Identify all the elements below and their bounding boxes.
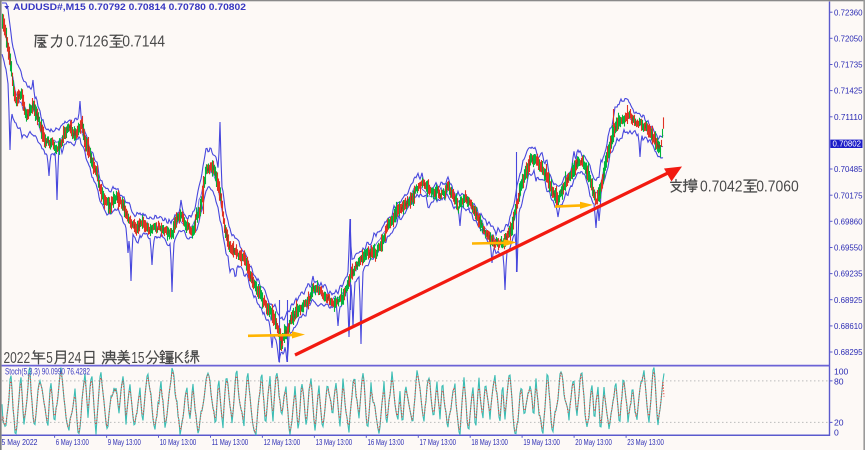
svg-text:0.7042: 0.7042 <box>700 178 743 195</box>
svg-text:0.69550: 0.69550 <box>834 243 863 253</box>
svg-text:Stoch(5,3,3) 90.0990 76.4282: Stoch(5,3,3) 90.0990 76.4282 <box>5 366 90 376</box>
svg-text:0.70802: 0.70802 <box>833 139 862 149</box>
svg-text:9 May 13:00: 9 May 13:00 <box>108 437 141 447</box>
svg-text:0.70485: 0.70485 <box>834 164 863 174</box>
svg-text:19 May 13:00: 19 May 13:00 <box>523 437 560 447</box>
svg-text:0.72360: 0.72360 <box>834 7 863 17</box>
svg-text:0.71425: 0.71425 <box>834 86 863 96</box>
svg-text:5: 5 <box>46 350 53 367</box>
svg-text:80: 80 <box>834 377 844 387</box>
svg-text:10 May 13:00: 10 May 13:00 <box>160 437 197 447</box>
svg-text:0.68610: 0.68610 <box>834 321 863 331</box>
svg-text:K: K <box>174 350 185 367</box>
svg-text:100: 100 <box>834 367 849 377</box>
svg-text:0.71110: 0.71110 <box>834 112 863 122</box>
svg-text:0.71735: 0.71735 <box>834 60 863 70</box>
svg-text:12 May 13:00: 12 May 13:00 <box>264 437 301 447</box>
svg-text:6 May 13:00: 6 May 13:00 <box>56 437 89 447</box>
svg-text:23 May 13:00: 23 May 13:00 <box>627 437 664 447</box>
svg-text:18 May 13:00: 18 May 13:00 <box>471 437 508 447</box>
svg-text:2022: 2022 <box>4 350 31 367</box>
svg-text:0.7126: 0.7126 <box>66 34 109 51</box>
svg-text:13 May 13:00: 13 May 13:00 <box>316 437 353 447</box>
svg-text:20 May 13:00: 20 May 13:00 <box>575 437 612 447</box>
svg-text:16 May 13:00: 16 May 13:00 <box>368 437 405 447</box>
svg-text:20: 20 <box>834 418 844 428</box>
svg-text:0.68295: 0.68295 <box>834 347 863 357</box>
svg-text:0.69860: 0.69860 <box>834 216 863 226</box>
svg-text:0.70175: 0.70175 <box>834 190 863 200</box>
svg-text:0.7144: 0.7144 <box>122 34 165 51</box>
svg-text:5 May 2022: 5 May 2022 <box>2 437 38 447</box>
svg-text:11 May 13:00: 11 May 13:00 <box>212 437 249 447</box>
svg-text:AUDUSD#,M15 0.70792 0.70814 0: AUDUSD#,M15 0.70792 0.70814 0.70780 0.70… <box>13 2 246 12</box>
svg-text:15: 15 <box>131 350 144 367</box>
svg-text:17 May 13:00: 17 May 13:00 <box>420 437 457 447</box>
svg-text:0: 0 <box>834 428 839 438</box>
svg-text:0.72050: 0.72050 <box>834 33 863 43</box>
svg-text:24: 24 <box>68 350 82 367</box>
svg-text:0.7060: 0.7060 <box>756 178 799 195</box>
svg-text:0.68925: 0.68925 <box>834 295 863 305</box>
svg-text:0.69235: 0.69235 <box>834 269 863 279</box>
